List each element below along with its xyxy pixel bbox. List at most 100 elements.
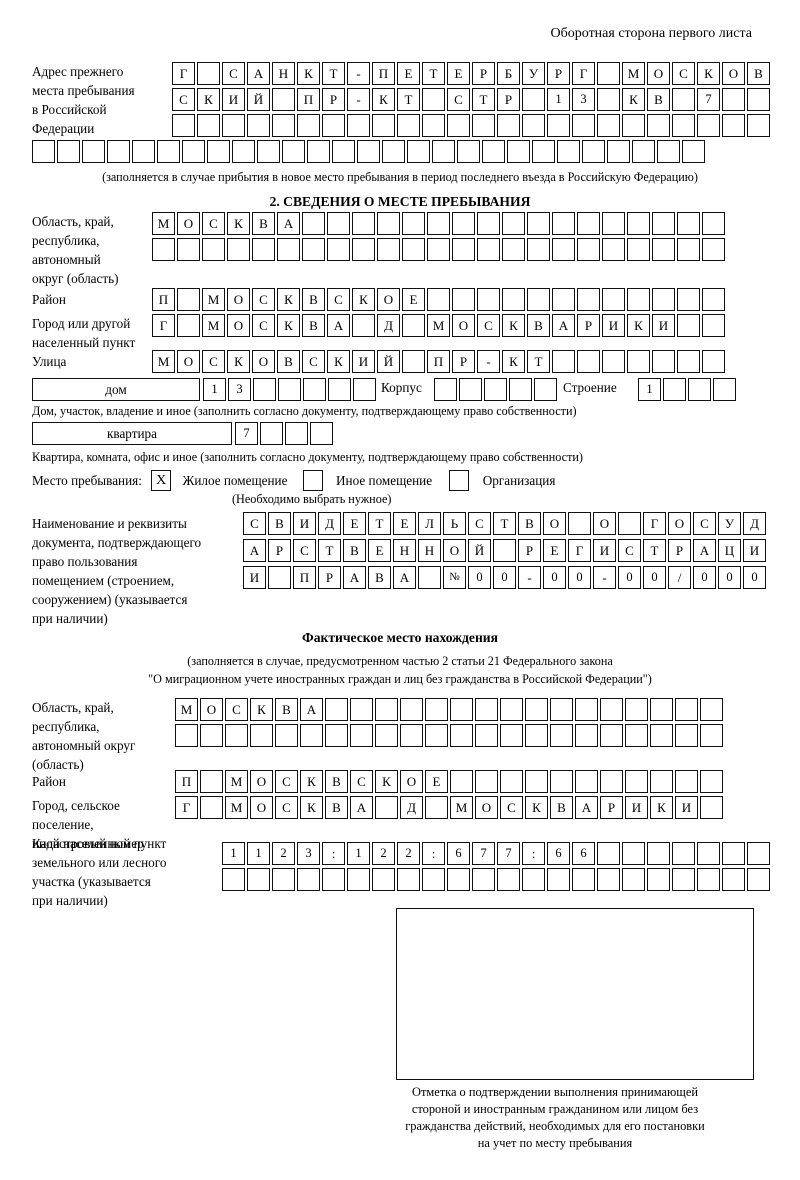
section3-city-row-cell-12[interactable]: М (450, 796, 473, 819)
prev-address-row-3-cell-22[interactable] (697, 114, 720, 137)
prev-address-row-4-cell-7[interactable] (182, 140, 205, 163)
prev-address-row-2-cell-14[interactable]: Р (497, 88, 520, 111)
doc-row-2-cell-6[interactable]: Е (368, 539, 391, 562)
section2-city-row-cell-20[interactable]: К (627, 314, 650, 337)
cadastre-row-1-cell-2[interactable]: 1 (247, 842, 270, 865)
section3-city-row-cell-5[interactable]: С (275, 796, 298, 819)
prev-address-row-1-cell-8[interactable]: - (347, 62, 370, 85)
prev-address-row-4-cell-2[interactable] (57, 140, 80, 163)
prev-address-row-1-cell-21[interactable]: С (672, 62, 695, 85)
prev-address-row-4-cell-5[interactable] (132, 140, 155, 163)
section3-city-row-cell-4[interactable]: О (250, 796, 273, 819)
doc-row-1-cell-16[interactable] (618, 512, 641, 535)
prev-address-row-4-cell-24[interactable] (607, 140, 630, 163)
cadastre-row-1-cell-14[interactable]: 6 (547, 842, 570, 865)
section3-district-row-cell-13[interactable] (475, 770, 498, 793)
stroenie-cells-cell-4[interactable] (713, 378, 736, 401)
section3-region-row-1-cell-3[interactable]: С (225, 698, 248, 721)
section3-region-row-1-cell-15[interactable] (525, 698, 548, 721)
section2-city-row-cell-8[interactable]: А (327, 314, 350, 337)
doc-row-3-cell-21[interactable]: 0 (743, 566, 766, 589)
cadastre-row-1-cell-21[interactable] (722, 842, 745, 865)
doc-row-3-cell-16[interactable]: 0 (618, 566, 641, 589)
cadastre-row-1-cell-1[interactable]: 1 (222, 842, 245, 865)
cadastre-row-1-cell-17[interactable] (622, 842, 645, 865)
prev-address-row-3-cell-19[interactable] (622, 114, 645, 137)
section2-street-row-cell-18[interactable] (577, 350, 600, 373)
doc-row-3-cell-18[interactable]: / (668, 566, 691, 589)
section2-city-row-cell-11[interactable] (402, 314, 425, 337)
section2-district-row-cell-6[interactable]: К (277, 288, 300, 311)
prev-address-row-3-cell-10[interactable] (397, 114, 420, 137)
prev-address-row-4-cell-13[interactable] (332, 140, 355, 163)
doc-row-3-cell-7[interactable]: А (393, 566, 416, 589)
prev-address-row-2-cell-7[interactable]: Р (322, 88, 345, 111)
section3-region-row-1-cell-11[interactable] (425, 698, 448, 721)
prev-address-row-2-cell-18[interactable] (597, 88, 620, 111)
section2-region-row-2-cell-9[interactable] (352, 238, 375, 261)
section3-region-row-2-cell-18[interactable] (600, 724, 623, 747)
section3-district-row-cell-10[interactable]: О (400, 770, 423, 793)
cadastre-row-1-cell-15[interactable]: 6 (572, 842, 595, 865)
section3-district-row-cell-6[interactable]: К (300, 770, 323, 793)
cadastre-row-1-cell-9[interactable]: : (422, 842, 445, 865)
section2-region-row-2-cell-2[interactable] (177, 238, 200, 261)
prev-address-row-2-cell-13[interactable]: Т (472, 88, 495, 111)
cadastre-row-1-cell-11[interactable]: 7 (472, 842, 495, 865)
prev-address-row-4-cell-8[interactable] (207, 140, 230, 163)
prev-address-row-1-cell-5[interactable]: Н (272, 62, 295, 85)
section3-city-row-cell-21[interactable]: И (675, 796, 698, 819)
section2-region-row-1-cell-3[interactable]: С (202, 212, 225, 235)
doc-row-1-cell-4[interactable]: Д (318, 512, 341, 535)
doc-row-2-cell-15[interactable]: И (593, 539, 616, 562)
section2-region-row-2-cell-11[interactable] (402, 238, 425, 261)
section2-region-row-1-cell-10[interactable] (377, 212, 400, 235)
section2-city-row-cell-14[interactable]: С (477, 314, 500, 337)
section3-region-row-2-cell-8[interactable] (350, 724, 373, 747)
doc-row-2-cell-4[interactable]: Т (318, 539, 341, 562)
section2-district-row-cell-23[interactable] (702, 288, 725, 311)
doc-row-1-cell-18[interactable]: О (668, 512, 691, 535)
house-cells-cell-4[interactable] (278, 378, 301, 401)
section2-district-row-cell-3[interactable]: М (202, 288, 225, 311)
doc-row-3-cell-5[interactable]: А (343, 566, 366, 589)
prev-address-row-4-cell-27[interactable] (682, 140, 705, 163)
doc-row-1-cell-14[interactable] (568, 512, 591, 535)
section2-city-row-cell-10[interactable]: Д (377, 314, 400, 337)
prev-address-row-3-cell-13[interactable] (472, 114, 495, 137)
prev-address-row-2-cell-8[interactable]: - (347, 88, 370, 111)
cadastre-row-2-cell-20[interactable] (697, 868, 720, 891)
section3-city-row-cell-3[interactable]: М (225, 796, 248, 819)
section2-region-row-2-cell-13[interactable] (452, 238, 475, 261)
section2-city-row-cell-17[interactable]: А (552, 314, 575, 337)
cadastre-row-1-cell-13[interactable]: : (522, 842, 545, 865)
section2-city-row-cell-13[interactable]: О (452, 314, 475, 337)
prev-address-row-1-cell-17[interactable]: Г (572, 62, 595, 85)
section2-street-row-cell-4[interactable]: К (227, 350, 250, 373)
section3-region-row-1-cell-13[interactable] (475, 698, 498, 721)
prev-address-row-1-cell-13[interactable]: Р (472, 62, 495, 85)
cadastre-row-2-cell-9[interactable] (422, 868, 445, 891)
prev-address-row-4-cell-26[interactable] (657, 140, 680, 163)
section2-region-row-1-cell-1[interactable]: М (152, 212, 175, 235)
section2-region-row-1-cell-12[interactable] (427, 212, 450, 235)
prev-address-row-3-cell-18[interactable] (597, 114, 620, 137)
korpus-cells-cell-2[interactable] (459, 378, 482, 401)
doc-row-1-cell-11[interactable]: Т (493, 512, 516, 535)
section2-region-row-1-cell-19[interactable] (602, 212, 625, 235)
section2-region-row-2-cell-14[interactable] (477, 238, 500, 261)
house-cells-cell-3[interactable] (253, 378, 276, 401)
doc-row-2-cell-7[interactable]: Н (393, 539, 416, 562)
doc-row-2-cell-19[interactable]: А (693, 539, 716, 562)
flat-cells-cell-3[interactable] (285, 422, 308, 445)
section3-city-row-cell-11[interactable] (425, 796, 448, 819)
doc-row-3-cell-10[interactable]: 0 (468, 566, 491, 589)
doc-row-1-cell-20[interactable]: У (718, 512, 741, 535)
prev-address-row-3-cell-11[interactable] (422, 114, 445, 137)
prev-address-row-1-cell-3[interactable]: С (222, 62, 245, 85)
section2-street-row-cell-15[interactable]: К (502, 350, 525, 373)
section3-region-row-1-cell-5[interactable]: В (275, 698, 298, 721)
section2-region-row-1-cell-8[interactable] (327, 212, 350, 235)
doc-row-3-cell-11[interactable]: 0 (493, 566, 516, 589)
cadastre-row-2-cell-18[interactable] (647, 868, 670, 891)
